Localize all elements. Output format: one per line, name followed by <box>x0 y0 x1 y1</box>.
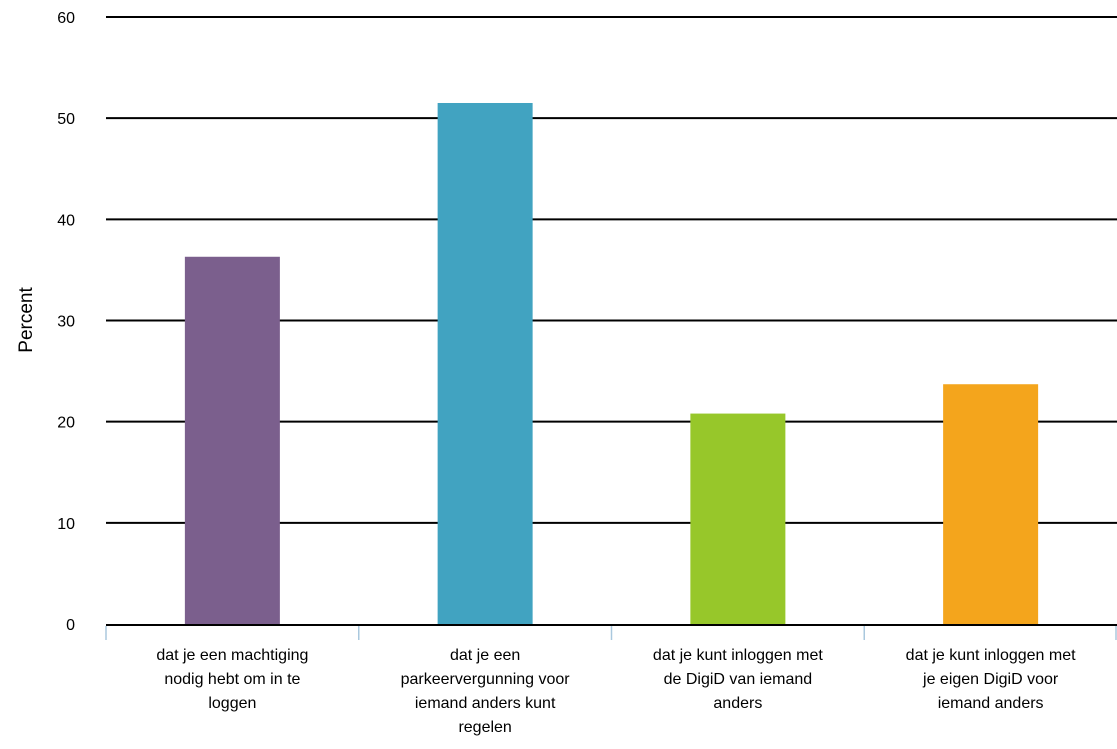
x-category-label-line: dat je een machtiging <box>156 647 308 664</box>
bar <box>437 102 533 624</box>
y-tick-label: 50 <box>57 111 75 128</box>
y-tick-label: 40 <box>57 212 75 229</box>
y-tick-label: 10 <box>57 516 75 533</box>
y-tick-label: 0 <box>66 617 75 634</box>
y-tick-label: 30 <box>57 314 75 331</box>
bar <box>184 256 280 624</box>
x-category-label: dat je een parkeervergunning voor iemand a… <box>401 647 571 736</box>
x-category-label-line: regelen <box>458 719 511 736</box>
x-category-label-line: loggen <box>208 695 256 712</box>
x-category-label-line: de DigiD van iemand <box>664 671 813 688</box>
x-category-label-line: iemand anders <box>938 695 1044 712</box>
x-category-label-line: je eigen DigiD voor <box>922 671 1059 688</box>
x-category-label: dat je kunt inloggen met de DigiD van iem… <box>653 647 823 712</box>
y-tick-label: 20 <box>57 415 75 432</box>
bar <box>943 384 1039 624</box>
x-category-label-line: iemand anders kunt <box>415 695 556 712</box>
x-category-label-line: nodig hebt om in te <box>164 671 300 688</box>
x-category-label: dat je een machtiging nodig hebt om in te… <box>156 647 308 712</box>
x-category-label-line: anders <box>713 695 762 712</box>
x-category-labels: dat je een machtiging nodig hebt om in te… <box>156 647 1076 736</box>
x-category-label: dat je kunt inloggen met je eigen DigiD v… <box>906 647 1076 712</box>
x-category-label-line: dat je een <box>450 647 520 664</box>
x-category-label-line: dat je kunt inloggen met <box>653 647 823 664</box>
x-category-label-line: dat je kunt inloggen met <box>906 647 1076 664</box>
y-tick-label: 60 <box>57 10 75 27</box>
bars <box>184 102 1039 624</box>
y-axis-title: Percent <box>16 287 37 353</box>
x-axis <box>105 624 1117 640</box>
y-tick-labels: 0 10 20 30 40 50 60 <box>57 10 75 634</box>
x-category-label-line: parkeervergunning voor <box>401 671 571 688</box>
bar <box>690 413 786 624</box>
